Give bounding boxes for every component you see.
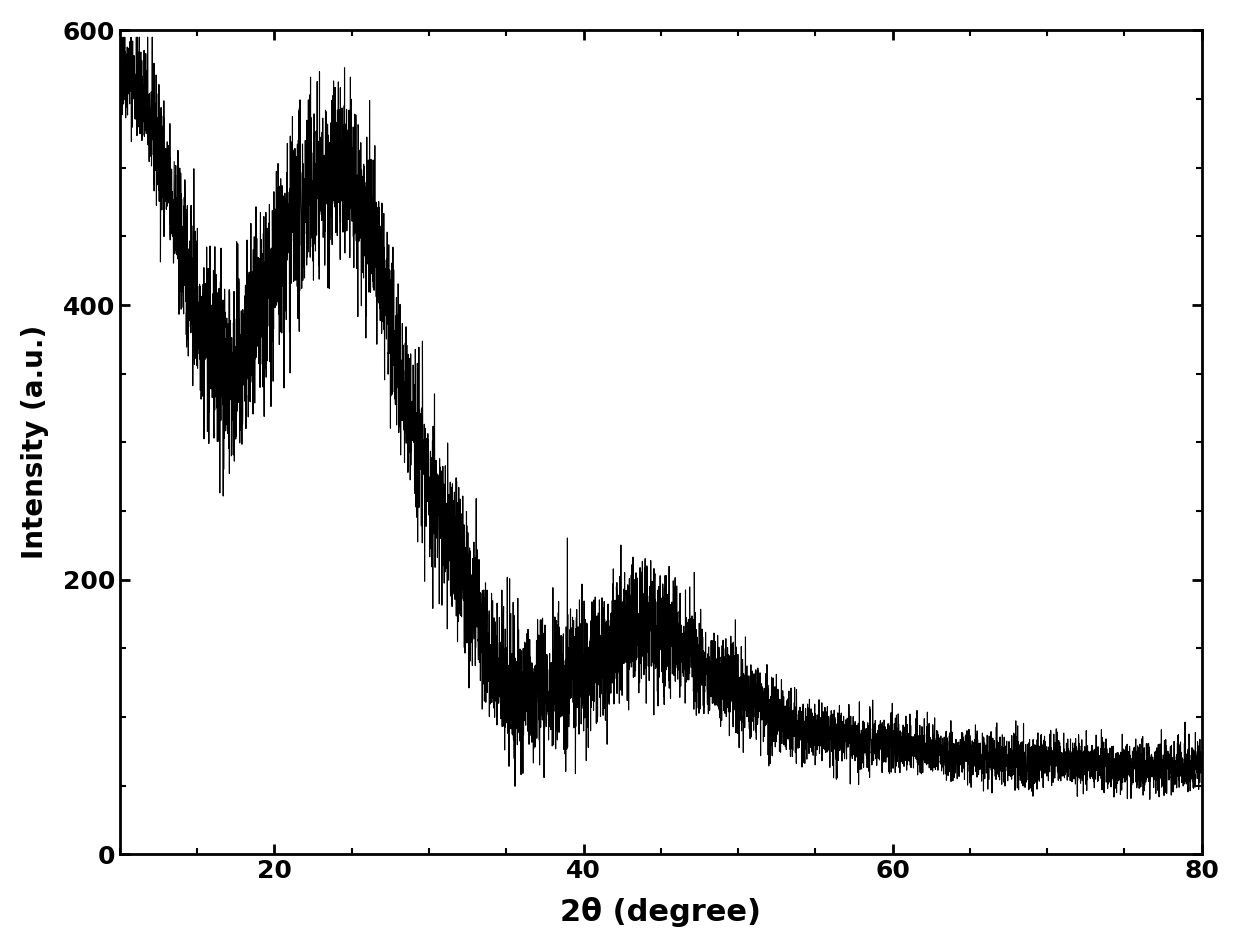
Y-axis label: Intensity (a.u.): Intensity (a.u.): [21, 325, 48, 559]
X-axis label: 2θ (degree): 2θ (degree): [560, 897, 761, 927]
